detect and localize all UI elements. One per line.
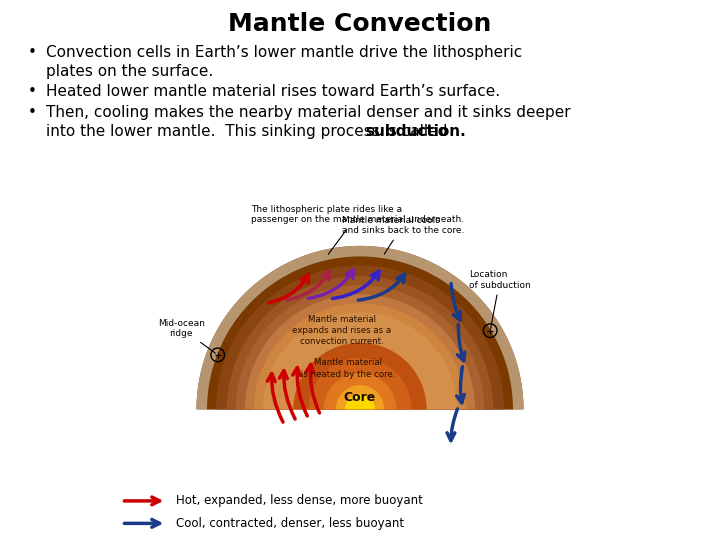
Polygon shape	[293, 343, 427, 409]
Text: •: •	[28, 105, 37, 120]
Text: Mantle material
expands and rises as a
convection current.: Mantle material expands and rises as a c…	[292, 315, 392, 346]
Text: Mid-ocean
ridge: Mid-ocean ridge	[158, 319, 215, 353]
Polygon shape	[263, 313, 457, 409]
Text: The lithospheric plate rides like a
passenger on the mantle material underneath.: The lithospheric plate rides like a pass…	[251, 205, 464, 254]
Polygon shape	[197, 246, 523, 409]
Text: Heated lower mantle material rises toward Earth’s surface.: Heated lower mantle material rises towar…	[46, 84, 500, 99]
Text: Mantle material cools
and sinks back to the core.: Mantle material cools and sinks back to …	[342, 215, 464, 254]
Polygon shape	[345, 394, 375, 409]
Polygon shape	[227, 276, 493, 409]
Text: •: •	[28, 45, 37, 60]
Polygon shape	[236, 285, 484, 409]
Polygon shape	[254, 303, 466, 409]
Text: into the lower mantle.  This sinking process is called subduction.: into the lower mantle. This sinking proc…	[46, 124, 603, 139]
Polygon shape	[207, 256, 513, 409]
Polygon shape	[336, 385, 384, 409]
Text: subduction.: subduction.	[365, 124, 466, 139]
Text: plates on the surface.: plates on the surface.	[46, 64, 213, 79]
Polygon shape	[324, 373, 396, 409]
Polygon shape	[197, 246, 523, 409]
Text: Core: Core	[344, 391, 376, 404]
Text: Mantle material
is heated by the core.: Mantle material is heated by the core.	[301, 359, 395, 379]
Text: Then, cooling makes the nearby material denser and it sinks deeper: Then, cooling makes the nearby material …	[46, 105, 571, 120]
Text: Cool, contracted, denser, less buoyant: Cool, contracted, denser, less buoyant	[176, 517, 405, 530]
Polygon shape	[309, 358, 411, 409]
Polygon shape	[216, 266, 504, 409]
Text: Mantle Convection: Mantle Convection	[228, 12, 492, 36]
Text: Convection cells in Earth’s lower mantle drive the lithospheric: Convection cells in Earth’s lower mantle…	[46, 45, 522, 60]
Polygon shape	[245, 294, 475, 409]
Text: •: •	[28, 84, 37, 99]
Text: Location
of subduction: Location of subduction	[469, 270, 531, 328]
Text: Hot, expanded, less dense, more buoyant: Hot, expanded, less dense, more buoyant	[176, 495, 423, 508]
Text: into the lower mantle.  This sinking process is called: into the lower mantle. This sinking proc…	[46, 124, 452, 139]
